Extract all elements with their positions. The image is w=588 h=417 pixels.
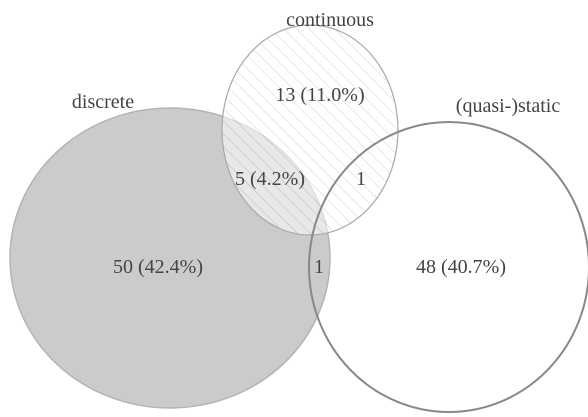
set-label-quasi-static: (quasi-)static: [456, 95, 561, 117]
region-discrete-only: 50 (42.4%): [113, 256, 203, 278]
continuous-set-ellipse: [221, 24, 399, 236]
region-continuous-only: 13 (11.0%): [275, 84, 364, 106]
set-label-continuous: continuous: [286, 9, 374, 31]
region-discrete-quasi-static: 1: [314, 256, 324, 278]
region-discrete-continuous: 5 (4.2%): [235, 168, 305, 190]
region-continuous-quasi-static: 1: [356, 168, 366, 190]
quasi-static-set-circle: [308, 121, 588, 413]
set-label-discrete: discrete: [72, 91, 134, 113]
region-quasi-static-only: 48 (40.7%): [416, 256, 506, 278]
